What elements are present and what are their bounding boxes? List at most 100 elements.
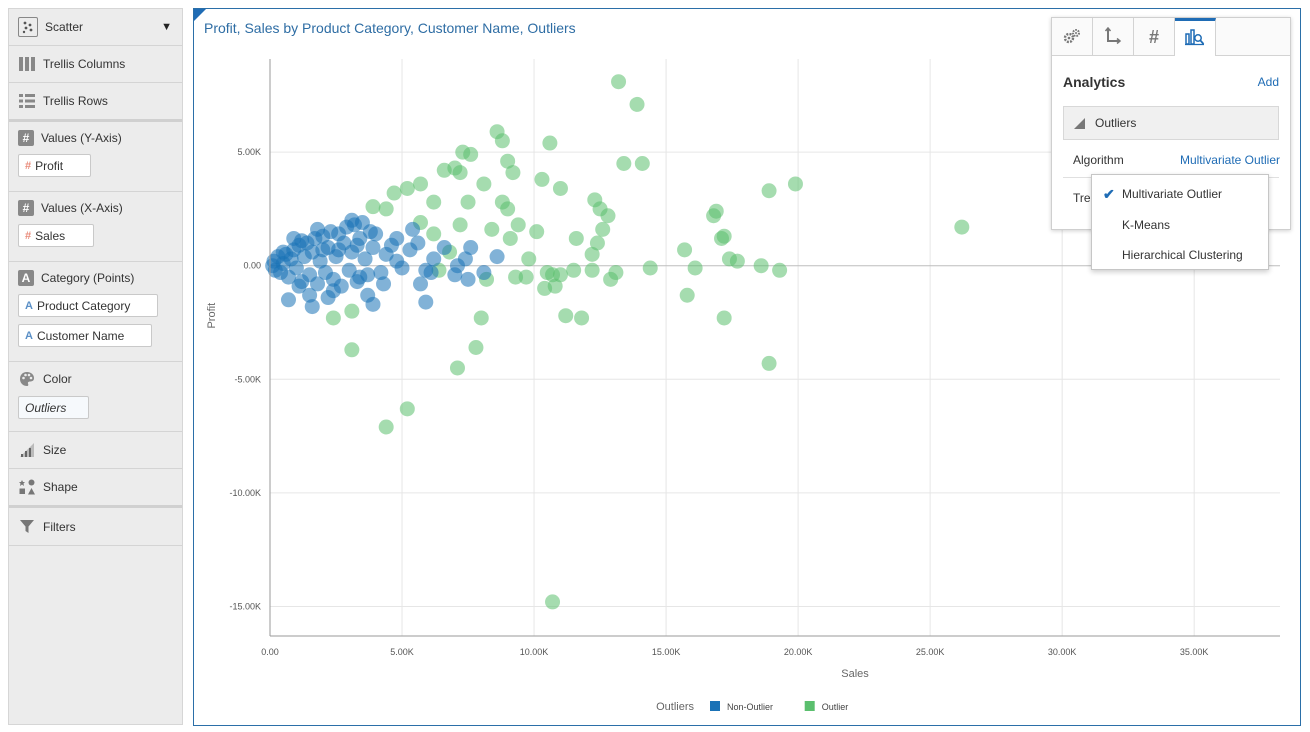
outlier-point (634, 155, 650, 171)
tab-axis[interactable] (1093, 18, 1134, 56)
algorithm-value[interactable]: Multivariate Outlier (1179, 153, 1280, 167)
outliers-pill[interactable]: Outliers (18, 396, 89, 419)
legend-label: Outlier (822, 702, 849, 712)
non-outlier-point (436, 240, 452, 256)
algorithm-dropdown: ✔ Multivariate Outlier K-Means Hierarchi… (1091, 174, 1269, 270)
outlier-point (344, 303, 360, 319)
customer-name-pill[interactable]: A Customer Name (18, 324, 152, 347)
option-multivariate-outlier[interactable]: ✔ Multivariate Outlier (1092, 179, 1268, 209)
outlier-point (611, 74, 627, 90)
x-tick-label: 25.00K (916, 647, 945, 657)
hash-icon: # (18, 130, 34, 146)
viz-type-selector[interactable]: Scatter ▼ (9, 9, 182, 46)
x-axis-label: Sales (841, 668, 869, 680)
outlier-point (378, 419, 394, 435)
outlier-point (378, 201, 394, 217)
y-tick-label: -5.00K (234, 374, 261, 384)
non-outlier-point (291, 278, 307, 294)
outlier-point (677, 242, 693, 258)
attribute-icon: A (25, 329, 33, 342)
outlier-point (505, 165, 521, 181)
profit-pill[interactable]: # Profit (18, 154, 91, 177)
filters-label: Filters (43, 519, 76, 534)
collapse-triangle-icon[interactable] (1074, 117, 1085, 129)
algorithm-label: Algorithm (1073, 153, 1124, 167)
tab-analytics[interactable] (1175, 18, 1216, 56)
non-outlier-point (310, 276, 326, 292)
outlier-point (761, 183, 777, 199)
chart-axes: 0.00 5.00K 10.00K 15.00K 20.00K 25.00K 30.00K 3… (206, 59, 1280, 680)
non-outlier-point (463, 240, 479, 256)
outlier-point (687, 260, 703, 276)
values-x-label: Values (X-Axis) (41, 201, 123, 215)
non-outlier-point (413, 276, 429, 292)
y-tick-label: -10.00K (229, 488, 261, 498)
non-outlier-point (394, 260, 410, 276)
number-format-icon: # (1148, 26, 1159, 47)
trellis-rows-label: Trellis Rows (43, 94, 108, 108)
outlier-point (566, 262, 582, 278)
category-label: Category (Points) (41, 271, 135, 285)
filter-icon (18, 518, 36, 536)
outlier-point (558, 308, 574, 324)
values-y-label: Values (Y-Axis) (41, 131, 122, 145)
properties-tabs: # (1052, 18, 1290, 56)
option-hierarchical-clustering[interactable]: Hierarchical Clustering (1092, 240, 1268, 270)
outlier-point (642, 260, 658, 276)
scatter-chart-icon (18, 17, 38, 37)
outlier-point (603, 271, 619, 287)
outliers-section-header[interactable]: Outliers (1063, 106, 1279, 140)
profit-pill-label: Profit (35, 158, 64, 173)
non-outlier-point (310, 221, 326, 237)
non-outlier-point (426, 251, 442, 267)
outlier-point (518, 269, 534, 285)
non-outlier-point (423, 265, 439, 281)
non-outlier-point (304, 299, 320, 315)
filters-row[interactable]: Filters (9, 508, 182, 546)
tab-number-format[interactable]: # (1134, 18, 1175, 56)
non-outlier-point (460, 271, 476, 287)
scatter-chart[interactable]: 0.00 5.00K 10.00K 15.00K 20.00K 25.00K 30.00K 3… (194, 9, 1300, 725)
non-outlier-point (373, 265, 389, 281)
product-category-pill[interactable]: A Product Category (18, 294, 158, 317)
non-outlier-point (320, 290, 336, 306)
trellis-columns-label: Trellis Columns (43, 57, 126, 71)
non-outlier-point (294, 233, 310, 249)
analytics-heading: Analytics (1063, 74, 1126, 90)
add-link[interactable]: Add (1257, 75, 1279, 89)
product-category-pill-label: Product Category (36, 298, 131, 313)
option-label: Hierarchical Clustering (1122, 248, 1243, 262)
axis-icon (1104, 26, 1122, 48)
outlier-point (542, 135, 558, 151)
non-outlier-point (349, 237, 365, 253)
sales-pill[interactable]: # Sales (18, 224, 94, 247)
grammar-panel: Scatter ▼ Trellis Columns Trellis Rows #… (8, 8, 183, 725)
outlier-point (552, 180, 568, 196)
columns-icon (18, 55, 36, 73)
y-axis-label: Profit (206, 303, 218, 329)
tab-general[interactable] (1052, 18, 1093, 56)
option-k-means[interactable]: K-Means (1092, 210, 1268, 240)
non-outlier-point (280, 292, 296, 308)
outlier-point (476, 176, 492, 192)
non-outlier-point (344, 212, 360, 228)
non-outlier-point (275, 244, 291, 260)
outlier-point (452, 165, 468, 181)
trellis-rows-row[interactable]: Trellis Rows (9, 83, 182, 122)
outlier-point (679, 287, 695, 303)
trellis-columns-row[interactable]: Trellis Columns (9, 46, 182, 83)
outlier-point (616, 155, 632, 171)
outlier-point (325, 310, 341, 326)
measure-icon: # (25, 229, 32, 242)
legend-swatch (804, 701, 815, 711)
outlier-point (460, 194, 476, 210)
non-outlier-point (389, 230, 405, 246)
non-outlier-point (365, 240, 381, 256)
measure-icon: # (25, 159, 32, 172)
chevron-down-icon[interactable]: ▼ (161, 21, 172, 33)
attribute-icon: A (25, 299, 33, 312)
option-label: Multivariate Outlier (1122, 187, 1223, 201)
outlier-point (508, 269, 524, 285)
size-row[interactable]: Size (9, 432, 182, 469)
shape-row[interactable]: Shape (9, 469, 182, 508)
